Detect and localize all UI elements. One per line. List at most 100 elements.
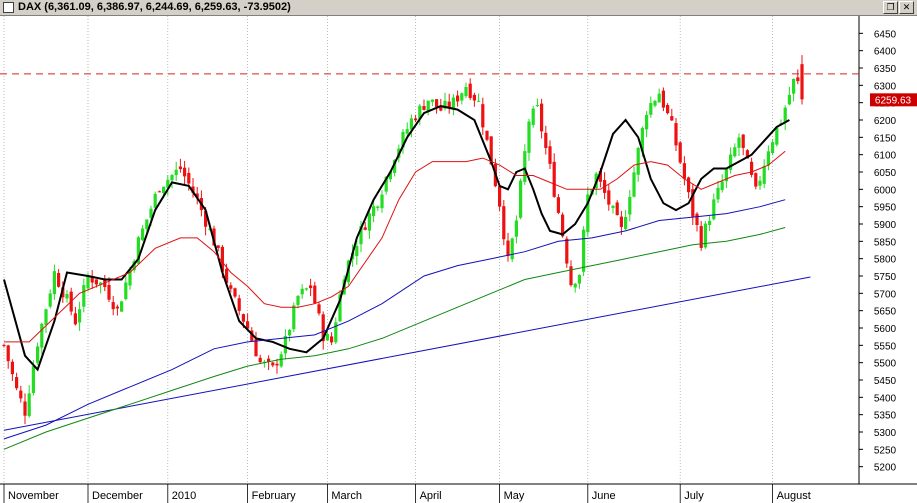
candle-body (556, 197, 560, 213)
candle-body (52, 271, 56, 295)
y-tick-label: 5550 (874, 341, 897, 352)
candle-body (510, 238, 514, 260)
candle-body (724, 169, 728, 182)
candle-body (619, 216, 623, 227)
y-tick-label: 5800 (874, 255, 897, 266)
candle-body (489, 136, 493, 165)
y-tick-label: 5600 (874, 324, 897, 335)
candle-body (376, 206, 380, 208)
candle-body (279, 354, 283, 367)
candle-body (485, 130, 489, 140)
candle-body (73, 313, 77, 325)
candle-body (136, 237, 140, 264)
candle-body (569, 266, 573, 286)
candle-body (653, 100, 657, 106)
candle-body (502, 206, 506, 240)
candle-body (405, 129, 409, 134)
candle-body (720, 181, 724, 191)
candle-body (535, 105, 539, 107)
candle-body (334, 322, 338, 343)
candle-body (464, 86, 468, 97)
candle-body (766, 151, 770, 166)
candle-body (124, 282, 128, 300)
candle-body (514, 220, 518, 237)
candle-body (498, 186, 502, 207)
candle-body (19, 390, 23, 399)
candle-body (481, 104, 485, 128)
candle-body (540, 103, 544, 132)
candle-body (296, 296, 300, 305)
candle-body (409, 118, 413, 130)
trend-line (3, 276, 811, 431)
candle-body (531, 108, 535, 126)
candle-body (187, 172, 191, 184)
candle-body (267, 358, 271, 362)
candle-body (750, 161, 754, 175)
x-tick-label: December (92, 490, 143, 502)
candle-body (380, 194, 384, 209)
candle-body (615, 202, 619, 216)
plot-area (0, 16, 859, 484)
candle-body (565, 238, 569, 264)
restore-icon[interactable]: ❐ (883, 1, 898, 14)
y-tick-label: 5700 (874, 289, 897, 300)
candle-body (57, 273, 61, 287)
candle-body (737, 137, 741, 148)
candle-body (317, 304, 321, 314)
candle-body (111, 302, 115, 310)
candle-body (174, 169, 178, 176)
window-title: DAX (6,361.09, 6,386.97, 6,244.69, 6,259… (18, 1, 291, 13)
candle-body (288, 329, 292, 336)
candle-body (309, 285, 313, 289)
candle-body (544, 132, 548, 149)
candle-body (598, 170, 602, 182)
y-tick-label: 5950 (874, 203, 897, 214)
y-tick-label: 5250 (874, 445, 897, 456)
candle-body (120, 301, 124, 312)
candle-body (212, 228, 216, 246)
candle-body (363, 227, 367, 230)
candle-body (649, 103, 653, 115)
candle-body (94, 279, 98, 285)
candle-body (388, 171, 392, 180)
candle-body (233, 288, 237, 297)
candle-body (477, 100, 481, 102)
candle-body (796, 77, 800, 82)
price-chart: 5200 5250 5300 5350 5400 5450 5500 5550 5600 5650… (0, 16, 917, 503)
candle-body (115, 306, 119, 309)
candle-body (783, 107, 787, 122)
candle-body (573, 283, 577, 288)
candle-body (741, 134, 745, 148)
candle-body (775, 127, 779, 145)
candle-body (443, 100, 447, 109)
candle-body (229, 285, 233, 289)
candle-body (6, 345, 10, 362)
candle-body (435, 99, 439, 107)
candle-body (792, 78, 796, 94)
candle-body (300, 288, 304, 295)
x-tick-label: February (252, 490, 297, 502)
candle-body (703, 223, 707, 248)
title-bar[interactable]: DAX (6,361.09, 6,386.97, 6,244.69, 6,259… (0, 0, 917, 16)
y-tick-label: 6000 (874, 185, 897, 196)
close-icon[interactable]: ✕ (899, 1, 914, 14)
candle-body (456, 95, 460, 102)
candle-body (708, 220, 712, 226)
candle-body (439, 105, 443, 111)
candle-body (577, 274, 581, 284)
candle-body (254, 339, 258, 357)
candle-body (716, 187, 720, 200)
candle-body (195, 193, 199, 198)
candle-body (330, 336, 334, 343)
y-tick-label: 5200 (874, 463, 897, 474)
x-tick-label: June (592, 490, 616, 502)
candle-body (607, 190, 611, 205)
candle-body (157, 191, 161, 193)
x-tick-label: May (504, 490, 525, 502)
candle-body (460, 93, 464, 101)
last-price-label-bg (870, 93, 917, 107)
candle-body (712, 199, 716, 220)
candle-body (90, 275, 94, 283)
candle-body (418, 105, 422, 119)
x-tick-label: April (420, 490, 442, 502)
